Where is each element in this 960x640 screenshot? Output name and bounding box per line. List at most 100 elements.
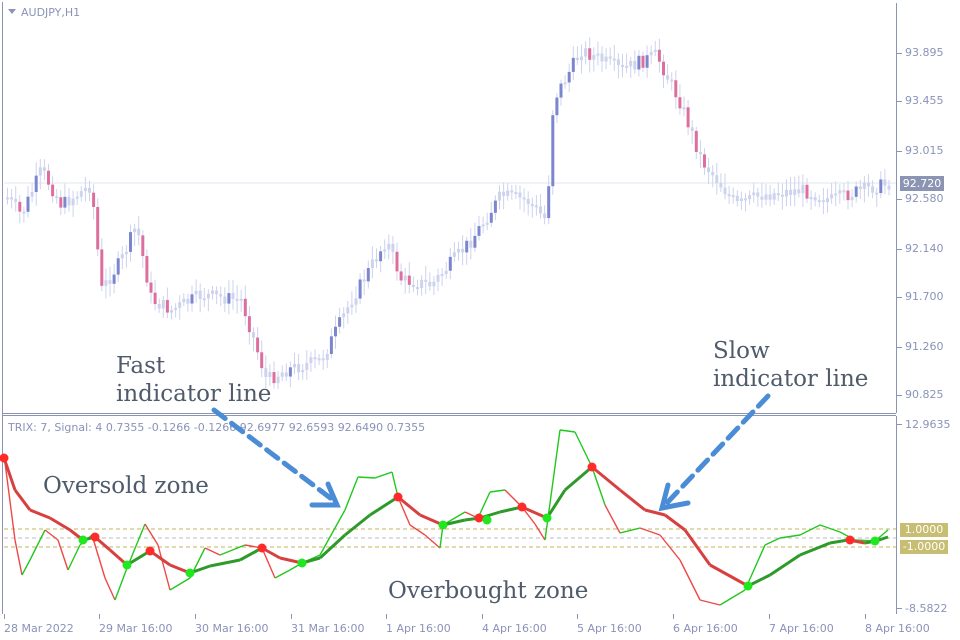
buy-signal-dot: [482, 515, 492, 525]
candle-body: [67, 196, 71, 206]
candle-body: [14, 199, 18, 202]
trix-fast-line: [544, 429, 561, 541]
candle-body: [239, 298, 243, 301]
candle-body: [116, 258, 120, 275]
trix-slow-line: [709, 563, 749, 588]
candle-body: [637, 55, 641, 70]
arrow-head-icon: [309, 481, 341, 508]
candle-body: [55, 196, 59, 199]
slow-line-annotation: Slow indicator line: [713, 337, 868, 393]
trix-fast-line: [679, 559, 701, 601]
annotation-text: Fast: [116, 353, 166, 379]
current-price-label: 92.720: [900, 176, 944, 191]
chart-window: [2, 2, 897, 614]
time-axis-label: 28 Mar 2022: [4, 622, 74, 635]
candle-body: [526, 198, 530, 205]
time-axis-label: 4 Apr 16:00: [482, 622, 547, 635]
candle-body: [674, 80, 678, 98]
candle-body: [826, 198, 829, 203]
trix-fast-line: [169, 577, 191, 591]
trix-indicator-pane[interactable]: [3, 416, 897, 614]
sell-signal-dot: [587, 462, 597, 472]
buy-signal-dot: [542, 513, 552, 523]
trix-fast-line: [357, 476, 376, 479]
candle-body: [411, 284, 415, 288]
candle-body: [174, 307, 178, 310]
candle-body: [301, 369, 305, 373]
candle-body: [543, 213, 547, 219]
candle-body: [719, 183, 723, 188]
trix-slow-line: [2, 457, 17, 491]
price-axis-label: 93.015: [905, 144, 944, 157]
candle-body: [678, 97, 682, 109]
candle-body: [481, 224, 485, 227]
candle-body: [711, 171, 715, 176]
candle-body: [477, 226, 481, 236]
axis-tick: [897, 53, 902, 54]
candle-body: [334, 326, 337, 337]
candle-body: [801, 184, 805, 194]
trix-fast-line: [3, 454, 16, 541]
time-axis[interactable]: 28 Mar 2022 29 Mar 16:00 30 Mar 16:00 31 Ma…: [0, 614, 960, 640]
candle-body: [96, 206, 100, 250]
candle-body: [276, 376, 280, 384]
candle-body: [584, 48, 588, 57]
candle-body: [375, 259, 378, 262]
sell-signal-dot: [0, 453, 9, 463]
candle-body: [809, 197, 813, 200]
candle-body: [71, 198, 75, 206]
candle-body: [768, 194, 772, 200]
candle-body: [30, 191, 34, 197]
candle-body: [563, 82, 567, 85]
time-axis-label: 5 Apr 16:00: [577, 622, 642, 635]
buy-signal-dot: [743, 581, 753, 591]
dropdown-triangle-icon[interactable]: [8, 9, 16, 14]
buy-signal-dot: [122, 560, 132, 570]
candle-body: [731, 195, 735, 198]
candle-body: [518, 192, 522, 198]
candle-body: [707, 167, 711, 172]
candle-body: [149, 282, 153, 293]
buy-signal-dot: [870, 536, 880, 546]
indicator-axis-bottom: -8.5822: [905, 602, 948, 615]
candle-body: [399, 271, 403, 281]
annotation-text: indicator line: [116, 381, 272, 407]
pane-divider[interactable]: [3, 413, 896, 414]
candle-body: [141, 235, 145, 257]
candle-body: [38, 167, 42, 176]
candle-body: [420, 279, 424, 289]
candle-body: [616, 59, 620, 65]
indicator-title: TRIX: 7, Signal: 4 0.7355 -0.1266 -0.126…: [8, 421, 426, 434]
chart-title[interactable]: AUDJPY,H1: [8, 6, 80, 19]
candle-body: [575, 57, 579, 61]
trix-fast-line: [591, 466, 606, 506]
candle-body: [194, 290, 198, 295]
candle-body: [608, 56, 612, 59]
candle-body: [268, 372, 272, 377]
candle-body: [358, 279, 362, 299]
price-chart-pane[interactable]: [3, 3, 897, 413]
candle-body: [18, 201, 22, 212]
price-axis-label: 91.260: [905, 340, 944, 353]
candle-body: [145, 256, 149, 283]
sell-signal-dot: [393, 492, 403, 502]
candle-body: [444, 270, 448, 275]
symbol-label: AUDJPY,H1: [21, 6, 81, 19]
candle-body: [612, 58, 616, 61]
oversold-zone-label: Oversold zone: [43, 473, 209, 499]
candle-body: [51, 184, 55, 197]
trix-fast-line: [21, 559, 31, 576]
candle-body: [206, 293, 210, 299]
candle-body: [407, 275, 411, 285]
candle-body: [186, 298, 190, 304]
candle-body: [305, 363, 309, 370]
trix-fast-line: [819, 524, 841, 533]
candle-body: [83, 187, 87, 192]
candle-body: [362, 279, 366, 282]
candle-body: [797, 189, 801, 194]
candle-body: [653, 49, 657, 52]
pane-divider-2: [3, 415, 896, 416]
candle-body: [539, 206, 542, 214]
trix-fast-line: [799, 524, 821, 536]
annotation-text: indicator line: [713, 366, 869, 392]
